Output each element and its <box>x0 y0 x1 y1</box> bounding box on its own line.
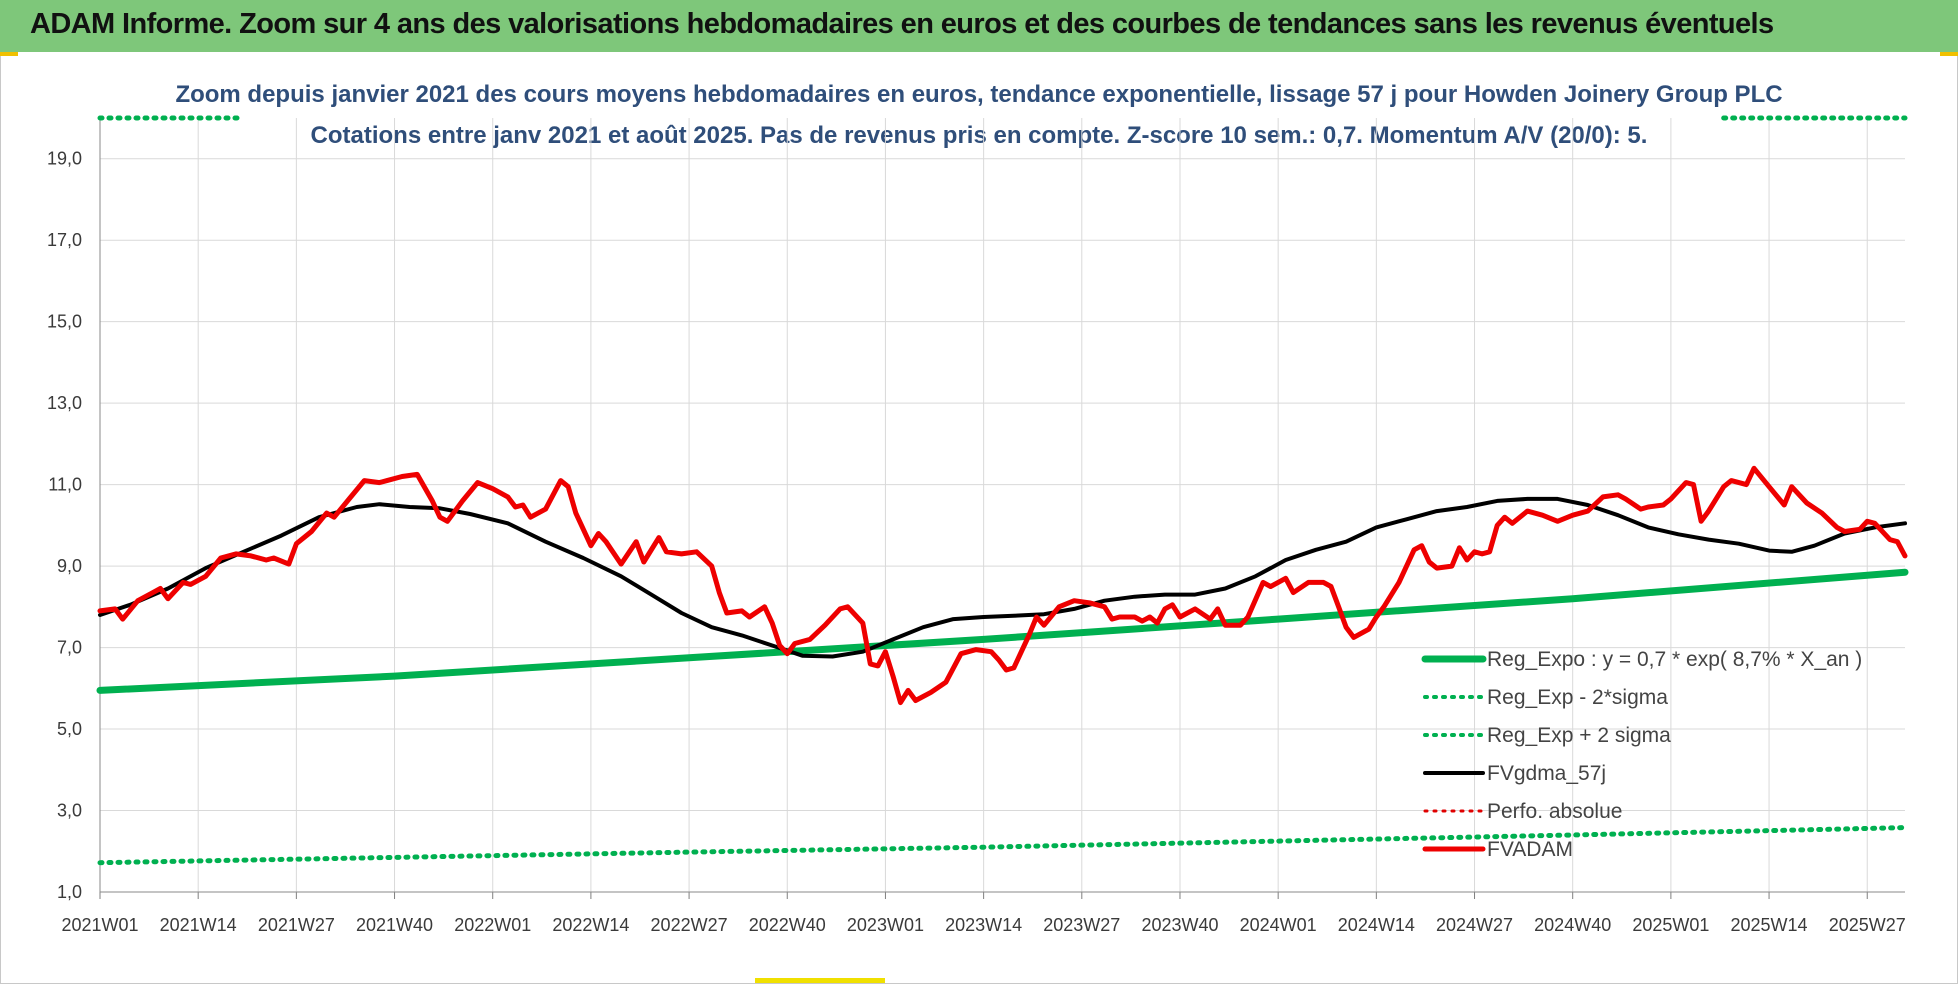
legend-label: FVgdma_57j <box>1487 762 1606 785</box>
grid <box>99 118 1905 893</box>
series-line-fvadam <box>97 465 1908 706</box>
header-bar: ADAM Informe. Zoom sur 4 ans des valoris… <box>0 0 1958 52</box>
axes: 1,0 3,0 5,0 7,0 9,0 11,0 13,0 15,0 17,0 19,0 2021W… <box>47 118 1906 935</box>
x-tick-label: 2025W27 <box>1829 915 1906 935</box>
chart-title: Zoom depuis janvier 2021 des cours moyen… <box>175 81 1782 108</box>
y-tick-label: 15,0 <box>47 312 82 332</box>
legend-label: FVADAM <box>1487 838 1573 861</box>
y-tick-label: 1,0 <box>57 882 82 902</box>
x-tick-label: 2024W14 <box>1338 915 1415 935</box>
x-tick-label: 2021W14 <box>160 915 237 935</box>
legend-label: Reg_Expo : y = 0,7 * exp( 8,7% * X_an ) <box>1487 648 1862 671</box>
x-tick-label: 2025W01 <box>1632 915 1709 935</box>
x-tick-label: 2024W01 <box>1240 915 1317 935</box>
y-tick-label: 17,0 <box>47 230 82 250</box>
x-tick-label: 2022W40 <box>749 915 826 935</box>
x-tick-label: 2023W27 <box>1043 915 1120 935</box>
y-tick-label: 5,0 <box>57 719 82 739</box>
x-tick-label: 2023W14 <box>945 915 1022 935</box>
x-tick-label: 2021W27 <box>258 915 335 935</box>
series-line-fvgdma-57j <box>98 496 1907 659</box>
series-group <box>96 115 1909 866</box>
y-tick-label: 9,0 <box>57 556 82 576</box>
y-tick-label: 13,0 <box>47 393 82 413</box>
bottom-accent <box>755 978 885 983</box>
x-tick-label: 2022W01 <box>454 915 531 935</box>
y-tick-label: 11,0 <box>48 475 82 495</box>
x-tick-label: 2021W40 <box>356 915 433 935</box>
corner-accent-right <box>1940 52 1958 56</box>
x-tick-label: 2023W01 <box>847 915 924 935</box>
series-line-reg-expo-y <box>96 568 1909 694</box>
series-line-reg-exp-2 <box>97 825 1908 866</box>
legend-label: Perfo. absolue <box>1487 800 1622 823</box>
header-title: ADAM Informe. Zoom sur 4 ans des valoris… <box>30 8 1774 40</box>
x-tick-label: 2022W27 <box>651 915 728 935</box>
y-tick-label: 7,0 <box>57 638 82 658</box>
chart-subtitle: Cotations entre janv 2021 et août 2025. … <box>311 122 1648 149</box>
x-tick-label: 2024W40 <box>1534 915 1611 935</box>
x-tick-label: 2025W14 <box>1731 915 1808 935</box>
legend: Reg_Expo : y = 0,7 * exp( 8,7% * X_an ) R… <box>1421 648 1862 861</box>
x-tick-label: 2021W01 <box>61 915 138 935</box>
corner-accent-left <box>0 52 18 56</box>
x-tick-label: 2023W40 <box>1141 915 1218 935</box>
legend-label: Reg_Exp - 2*sigma <box>1487 686 1668 709</box>
legend-label: Reg_Exp + 2 sigma <box>1487 724 1671 747</box>
x-tick-label: 2024W27 <box>1436 915 1513 935</box>
y-tick-label: 3,0 <box>57 801 82 821</box>
y-tick-label: 19,0 <box>47 149 82 169</box>
x-tick-label: 2022W14 <box>552 915 629 935</box>
